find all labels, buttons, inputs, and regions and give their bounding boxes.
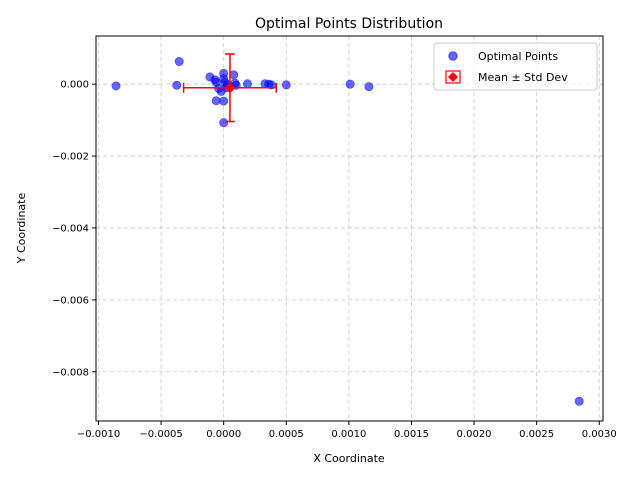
data-point <box>172 80 182 90</box>
legend-errorbar-box <box>445 70 461 84</box>
data-point <box>211 96 221 106</box>
chart-title: Optimal Points Distribution <box>255 16 443 32</box>
legend-diamond-marker <box>448 72 458 82</box>
x-axis-label: X Coordinate <box>313 452 385 465</box>
data-point <box>345 79 355 89</box>
errorbar-layer <box>182 53 278 123</box>
x-tick-label: −0.0005 <box>139 429 182 440</box>
grid-lines <box>96 36 603 421</box>
y-tick-label: −0.008 <box>52 367 89 378</box>
x-tick-label: 0.0030 <box>582 429 617 440</box>
y-tick-label: −0.002 <box>52 152 89 163</box>
y-tick-label: −0.004 <box>52 223 89 234</box>
data-point <box>266 80 276 90</box>
data-point <box>229 70 239 80</box>
y-tick-label: 0.000 <box>60 80 89 91</box>
y-axis-label: Y Coordinate <box>15 193 28 265</box>
legend-label-optimal-points: Optimal Points <box>478 50 558 63</box>
data-point <box>242 79 252 89</box>
x-tick-label: 0.0010 <box>331 429 366 440</box>
legend-marker-optimal-points <box>448 51 458 61</box>
x-tick-label: −0.0010 <box>77 429 120 440</box>
points-layer <box>111 57 584 406</box>
data-point <box>219 96 229 106</box>
y-axis-ticks: 0.000 −0.002 −0.004 −0.006 −0.008 <box>52 80 96 378</box>
y-tick-label: −0.006 <box>52 295 89 306</box>
legend-marker-mean <box>445 70 461 84</box>
x-tick-label: 0.0020 <box>457 429 492 440</box>
legend: Optimal Points Mean ± Std Dev <box>433 42 598 91</box>
data-point <box>111 81 121 91</box>
mean-marker <box>224 82 236 94</box>
data-point <box>364 82 374 92</box>
x-tick-label: 0.0015 <box>394 429 429 440</box>
x-axis-ticks: −0.0010 −0.0005 0.0000 0.0005 0.0010 0.0015 0.… <box>77 421 617 440</box>
data-point <box>574 396 584 406</box>
x-tick-label: 0.0025 <box>519 429 554 440</box>
plot-frame <box>95 35 604 422</box>
x-tick-label: 0.0005 <box>269 429 304 440</box>
legend-box <box>433 42 598 91</box>
data-point <box>174 57 184 67</box>
data-point <box>281 80 291 90</box>
legend-label-mean: Mean ± Std Dev <box>478 71 568 84</box>
x-tick-label: 0.0000 <box>206 429 241 440</box>
data-point <box>219 118 229 128</box>
